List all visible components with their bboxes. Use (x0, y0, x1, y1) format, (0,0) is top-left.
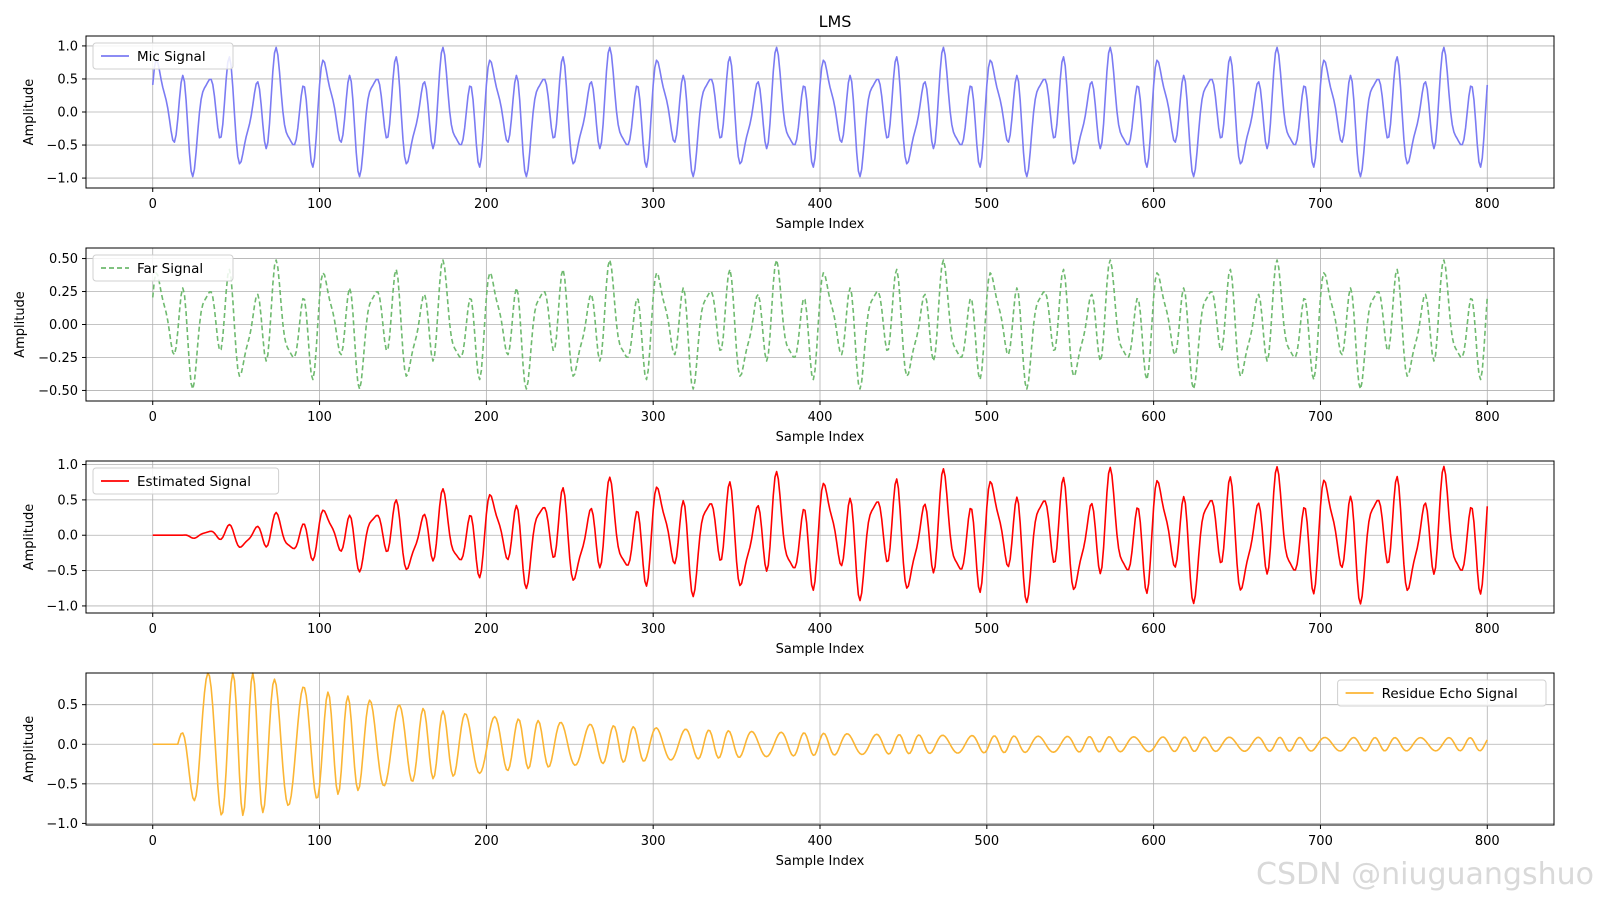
x-tick-label: 800 (1475, 622, 1500, 637)
subplots-container: 0 100 200 300 400 500 600 700 800 −1.0 −0.5 0.0 0.5 1… (13, 35, 1555, 869)
x-tick-label: 400 (808, 197, 833, 212)
x-tick-label: 800 (1475, 410, 1500, 425)
legend-label: Residue Echo Signal (1382, 686, 1518, 702)
x-tick-label: 100 (307, 410, 332, 425)
x-tick-label: 100 (307, 197, 332, 212)
y-tick-label: −1.0 (46, 599, 78, 614)
series-line (151, 46, 1489, 178)
y-tick-label: −1.0 (46, 817, 78, 832)
series-line (151, 259, 1489, 390)
y-tick-label: 0.0 (57, 106, 78, 121)
x-axis-label: Sample Index (776, 642, 865, 657)
legend-box (1337, 679, 1547, 707)
x-tick-label: 0 (149, 622, 157, 637)
series-line (152, 465, 1489, 605)
y-axis-label: Amplitude (22, 79, 37, 146)
subplot-1: 0 100 200 300 400 500 600 700 800 −1.0 −0.5 0.0 0.5 1… (22, 35, 1555, 232)
x-tick-label: 0 (149, 197, 157, 212)
legend: Mic Signal (92, 42, 234, 70)
legend: Residue Echo Signal (1337, 679, 1547, 707)
x-tick-label: 200 (474, 834, 499, 849)
x-tick-label: 700 (1308, 410, 1333, 425)
x-tick-label: 100 (307, 622, 332, 637)
y-tick-label: 0.5 (57, 493, 78, 508)
y-tick-label: −0.5 (46, 564, 78, 579)
y-tick-label: 0.0 (57, 738, 78, 753)
x-tick-label: 500 (974, 197, 999, 212)
x-tick-label: 200 (474, 622, 499, 637)
y-tick-label: 0.0 (57, 529, 78, 544)
x-tick-label: 200 (474, 410, 499, 425)
x-tick-label: 700 (1308, 622, 1333, 637)
y-axis-label: Amplitude (22, 504, 37, 571)
x-tick-label: 300 (641, 622, 666, 637)
x-tick-label: 800 (1475, 197, 1500, 212)
x-tick-label: 400 (808, 834, 833, 849)
x-tick-label: 300 (641, 834, 666, 849)
y-tick-label: 0.5 (57, 72, 78, 87)
y-tick-label: 0.50 (49, 252, 78, 267)
y-tick-label: −0.50 (38, 384, 78, 399)
x-tick-label: 300 (641, 197, 666, 212)
y-tick-label: 0.25 (49, 285, 78, 300)
y-axis-label: Amplitude (13, 291, 28, 358)
x-tick-label: 600 (1141, 622, 1166, 637)
legend-label: Mic Signal (137, 49, 206, 65)
watermark: CSDN @niuguangshuo (1256, 857, 1594, 892)
x-axis-label: Sample Index (776, 430, 865, 445)
x-tick-label: 0 (149, 410, 157, 425)
subplot-2: 0 100 200 300 400 500 600 700 800 −0.50 −0.25 0.00 0… (13, 247, 1555, 445)
series-line (152, 672, 1488, 817)
legend: Estimated Signal (92, 467, 280, 495)
legend-box (92, 42, 234, 70)
x-tick-label: 600 (1141, 410, 1166, 425)
x-tick-label: 0 (149, 834, 157, 849)
y-tick-label: −0.5 (46, 777, 78, 792)
subplot-3: 0 100 200 300 400 500 600 700 800 −1.0 −0.5 0.0 0.5 1… (22, 458, 1555, 657)
y-tick-label: 0.00 (49, 318, 78, 333)
y-tick-label: 1.0 (57, 39, 78, 54)
x-axis-label: Sample Index (776, 217, 865, 232)
y-tick-label: 0.5 (57, 698, 78, 713)
legend: Far Signal (92, 254, 234, 282)
y-tick-label: −0.25 (38, 351, 78, 366)
x-tick-label: 300 (641, 410, 666, 425)
figure-title: LMS (819, 12, 852, 31)
x-axis-label: Sample Index (776, 854, 865, 869)
legend-label: Far Signal (137, 261, 203, 277)
x-tick-label: 200 (474, 197, 499, 212)
legend-box (92, 254, 234, 282)
x-tick-label: 500 (974, 410, 999, 425)
x-tick-label: 400 (808, 410, 833, 425)
legend-box (92, 467, 280, 495)
legend-label: Estimated Signal (137, 474, 251, 490)
x-tick-label: 700 (1308, 834, 1333, 849)
x-tick-label: 100 (307, 834, 332, 849)
x-tick-label: 700 (1308, 197, 1333, 212)
y-axis-label: Amplitude (22, 716, 37, 783)
x-tick-label: 500 (974, 622, 999, 637)
x-tick-label: 600 (1141, 197, 1166, 212)
x-tick-label: 500 (974, 834, 999, 849)
y-tick-label: −1.0 (46, 172, 78, 187)
subplot-4: 0 100 200 300 400 500 600 700 800 −1.0 −0.5 0.0 0.5 S… (22, 672, 1555, 869)
x-tick-label: 600 (1141, 834, 1166, 849)
y-tick-label: −0.5 (46, 139, 78, 154)
x-tick-label: 400 (808, 622, 833, 637)
x-tick-label: 800 (1475, 834, 1500, 849)
y-tick-label: 1.0 (57, 458, 78, 473)
